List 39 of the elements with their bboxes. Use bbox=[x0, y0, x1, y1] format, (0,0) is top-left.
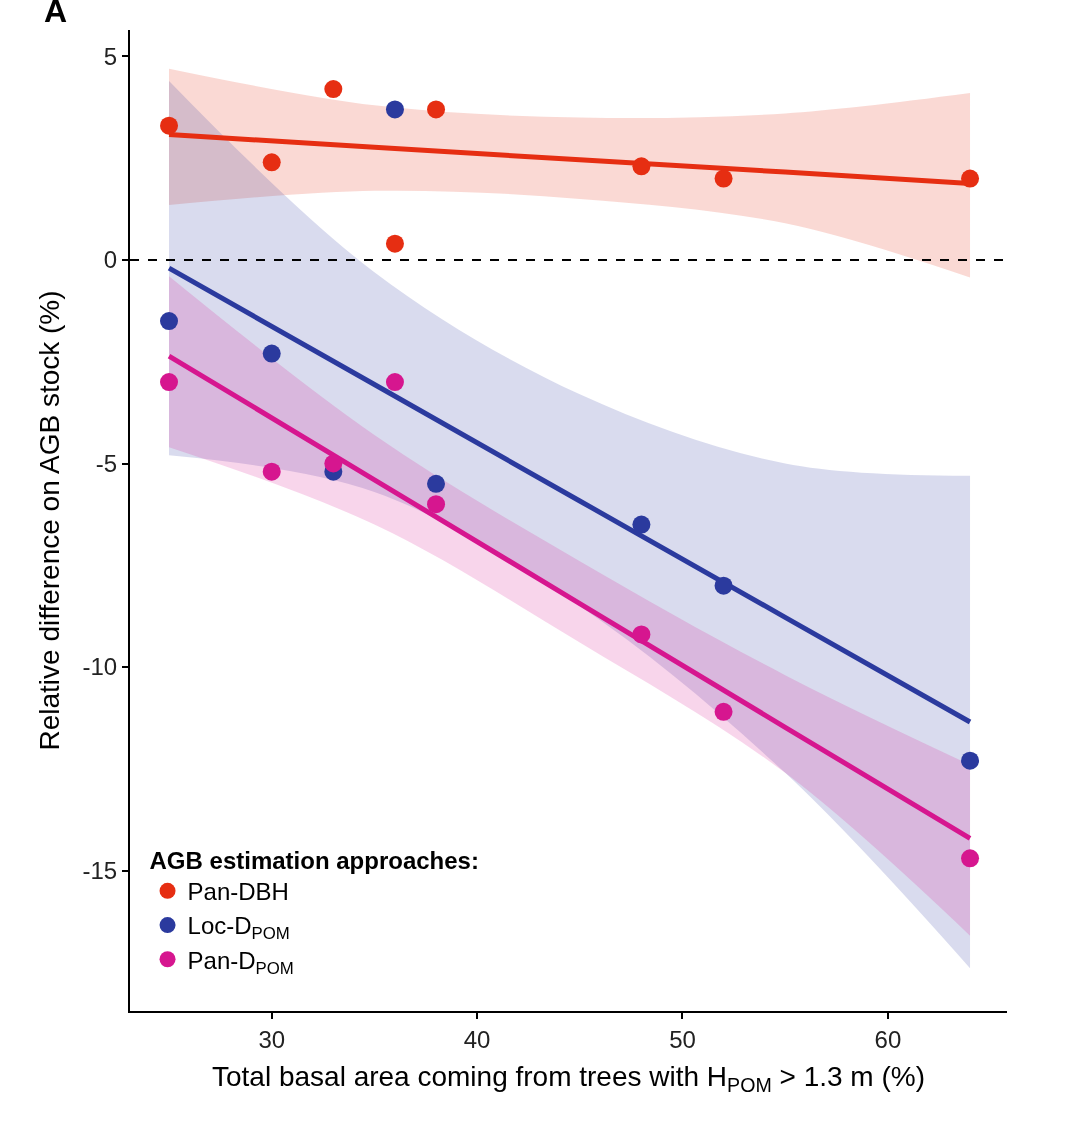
point bbox=[160, 116, 179, 135]
point bbox=[427, 100, 446, 119]
point bbox=[961, 751, 980, 770]
x-tick-label: 60 bbox=[874, 1025, 902, 1053]
point bbox=[385, 100, 404, 119]
point bbox=[160, 373, 179, 392]
point bbox=[427, 495, 446, 514]
x-tick-label: 40 bbox=[463, 1025, 491, 1053]
legend-label: Pan-DBH bbox=[187, 878, 289, 906]
point bbox=[961, 169, 980, 188]
x-axis-title: Total basal area coming from trees with H$_{POM}$ > 1.3 m (%) bbox=[211, 1061, 926, 1097]
point bbox=[385, 373, 404, 392]
point bbox=[385, 234, 404, 253]
point bbox=[262, 153, 281, 172]
y-tick-label: -10 bbox=[82, 653, 118, 681]
point bbox=[324, 80, 343, 99]
text: A bbox=[44, 0, 68, 29]
y-tick-label: 0 bbox=[103, 246, 118, 274]
point bbox=[714, 702, 733, 721]
point bbox=[427, 474, 446, 493]
y-axis-title: Relative difference on AGB stock (%) bbox=[33, 290, 65, 751]
point bbox=[632, 157, 651, 176]
legend-label: Loc-D$_{POM}$ bbox=[187, 912, 290, 944]
x-tick-label: 30 bbox=[258, 1025, 286, 1053]
legend-label: Pan-D$_{POM}$ bbox=[187, 946, 294, 978]
x-tick-label: 50 bbox=[669, 1025, 696, 1053]
point bbox=[324, 454, 343, 473]
y-tick-label: -5 bbox=[95, 449, 118, 477]
point bbox=[632, 515, 651, 534]
legend-title: AGB estimation approaches: bbox=[149, 846, 479, 874]
y-tick-label: 5 bbox=[103, 42, 118, 70]
y-tick-label: -15 bbox=[82, 856, 118, 884]
point bbox=[714, 169, 733, 188]
point bbox=[262, 462, 281, 481]
point bbox=[632, 625, 651, 644]
point bbox=[262, 344, 281, 363]
point bbox=[961, 849, 980, 868]
point bbox=[160, 312, 179, 331]
point bbox=[714, 576, 733, 595]
